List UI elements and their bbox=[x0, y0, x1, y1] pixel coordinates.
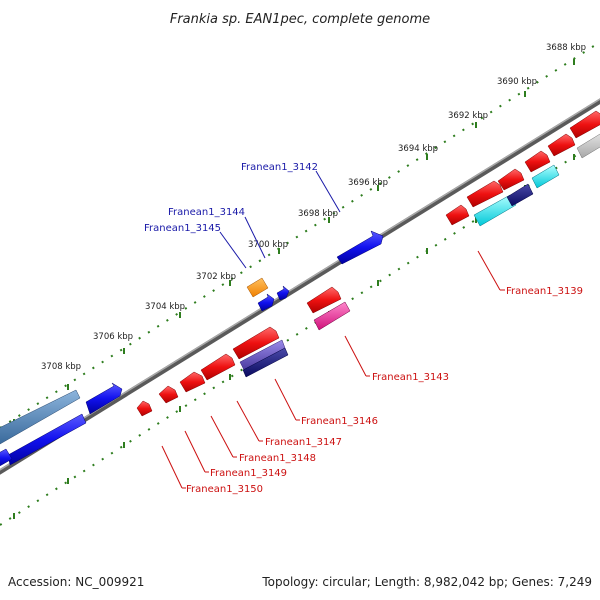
tick-label-3706: 3706 kbp bbox=[93, 332, 133, 342]
tick-label-3688: 3688 kbp bbox=[546, 43, 586, 53]
genome-backbone bbox=[0, 98, 600, 475]
leader-lines bbox=[161, 170, 505, 489]
tick-label-3696: 3696 kbp bbox=[348, 178, 388, 188]
gene-red-r6[interactable] bbox=[569, 110, 600, 139]
gene-blue-4[interactable] bbox=[0, 448, 13, 467]
map-title: Frankia sp. EAN1pec, complete genome bbox=[170, 12, 430, 27]
gene-steel[interactable] bbox=[0, 389, 81, 445]
gene-label-franean1-3148[interactable]: Franean1_3148 bbox=[239, 453, 316, 464]
gene-label-franean1-3149[interactable]: Franean1_3149 bbox=[210, 468, 287, 479]
tick-label-3694: 3694 kbp bbox=[398, 144, 438, 154]
gene-franean1-3147[interactable] bbox=[200, 353, 236, 381]
gene-cyan-2[interactable] bbox=[531, 164, 560, 189]
genome-summary-text: Topology: circular; Length: 8,982,042 bp… bbox=[261, 575, 592, 589]
gene-blue-2[interactable] bbox=[257, 293, 275, 312]
tick-label-3692: 3692 kbp bbox=[448, 111, 488, 121]
tick-label-3702: 3702 kbp bbox=[196, 272, 236, 282]
gene-label-franean1-3150[interactable]: Franean1_3150 bbox=[186, 484, 263, 495]
gene-red-r3[interactable] bbox=[497, 168, 525, 191]
tick-label-3708: 3708 kbp bbox=[41, 362, 81, 372]
gene-label-franean1-3143[interactable]: Franean1_3143 bbox=[372, 372, 449, 383]
gene-red-r5[interactable] bbox=[547, 133, 576, 157]
gene-red-3143a[interactable] bbox=[306, 286, 342, 314]
gene-label-franean1-3147[interactable]: Franean1_3147 bbox=[265, 437, 342, 448]
gene-blue-1[interactable] bbox=[85, 382, 123, 415]
gene-grey[interactable] bbox=[576, 131, 600, 159]
plus-strand-features bbox=[0, 230, 384, 445]
gene-red-r2[interactable] bbox=[466, 180, 504, 208]
minus-strand-features bbox=[0, 110, 600, 467]
gene-franean1-3149[interactable] bbox=[158, 385, 179, 404]
tick-label-3704: 3704 kbp bbox=[145, 302, 185, 312]
gene-franean1-3148[interactable] bbox=[179, 371, 206, 393]
scale-ring-outer bbox=[0, 41, 600, 429]
tick-label-3700: 3700 kbp bbox=[248, 240, 288, 250]
accession-text: Accession: NC_009921 bbox=[8, 575, 144, 589]
tick-label-3690: 3690 kbp bbox=[497, 77, 537, 87]
gene-label-franean1-3145[interactable]: Franean1_3145 bbox=[144, 223, 221, 234]
gene-label-franean1-3144[interactable]: Franean1_3144 bbox=[168, 207, 245, 218]
gene-navy-2[interactable] bbox=[506, 183, 534, 207]
gene-franean1-3142[interactable] bbox=[336, 230, 384, 265]
tick-label-3698: 3698 kbp bbox=[298, 209, 338, 219]
gene-label-franean1-3142[interactable]: Franean1_3142 bbox=[241, 162, 318, 173]
gene-franean1-3144[interactable] bbox=[276, 285, 290, 301]
gene-label-franean1-3139[interactable]: Franean1_3139 bbox=[506, 286, 583, 297]
outer-tick-marks bbox=[13, 59, 575, 425]
gene-label-franean1-3146[interactable]: Franean1_3146 bbox=[301, 416, 378, 427]
gene-navy-1[interactable] bbox=[242, 347, 289, 378]
gene-franean1-3143[interactable] bbox=[313, 301, 351, 331]
gene-blue-3[interactable] bbox=[7, 413, 87, 466]
gene-red-r4[interactable] bbox=[524, 150, 551, 173]
gene-franean1-3146[interactable] bbox=[232, 326, 280, 360]
gene-franean1-3145[interactable] bbox=[246, 277, 269, 298]
gene-red-r1[interactable] bbox=[445, 204, 470, 226]
gene-franean1-3139[interactable] bbox=[473, 194, 517, 227]
gene-franean1-3150[interactable] bbox=[136, 400, 153, 417]
